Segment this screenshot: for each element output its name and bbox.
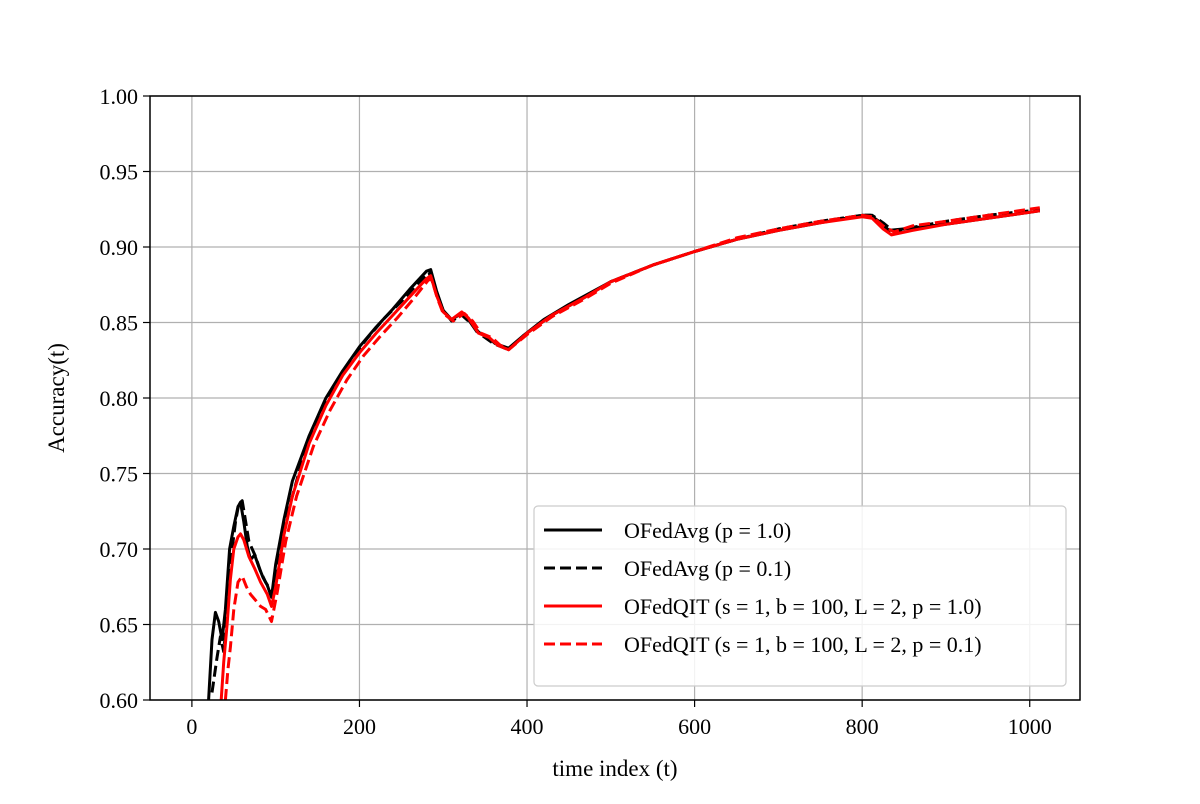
- axis-ticks: 0 200 400 600 800 1000 0.60 0.65 0.70 0.75 0.80 0.8…: [100, 84, 1052, 739]
- y-tick-label: 0.65: [100, 613, 139, 638]
- y-tick-label: 0.85: [100, 311, 139, 336]
- y-tick-label: 0.70: [100, 537, 139, 562]
- x-tick-label: 800: [846, 714, 879, 739]
- y-tick-label: 0.60: [100, 688, 139, 713]
- y-tick-label: 0.75: [100, 462, 139, 487]
- x-tick-label: 0: [186, 714, 197, 739]
- x-tick-label: 400: [511, 714, 544, 739]
- legend-label-1: OFedAvg (p = 1.0): [624, 518, 791, 543]
- x-tick-label: 1000: [1008, 714, 1052, 739]
- legend-label-4: OFedQIT (s = 1, b = 100, L = 2, p = 0.1): [624, 632, 982, 657]
- legend: OFedAvg (p = 1.0) OFedAvg (p = 0.1) OFedQI…: [533, 505, 1067, 687]
- y-axis-title: Accuracy(t): [44, 343, 69, 453]
- series-lines: [207, 206, 1041, 700]
- legend-box: [533, 505, 1067, 687]
- y-tick-label: 0.80: [100, 386, 139, 411]
- series-line-4: [223, 206, 1041, 700]
- grid: [150, 95, 1080, 701]
- legend-label-2: OFedAvg (p = 0.1): [624, 556, 791, 581]
- y-tick-label: 0.90: [100, 235, 139, 260]
- y-tick-label: 0.95: [100, 160, 139, 185]
- x-tick-label: 200: [343, 714, 376, 739]
- x-axis-title: time index (t): [552, 756, 677, 781]
- y-tick-label: 1.00: [100, 84, 139, 109]
- legend-label-3: OFedQIT (s = 1, b = 100, L = 2, p = 1.0): [624, 594, 982, 619]
- x-tick-label: 600: [678, 714, 711, 739]
